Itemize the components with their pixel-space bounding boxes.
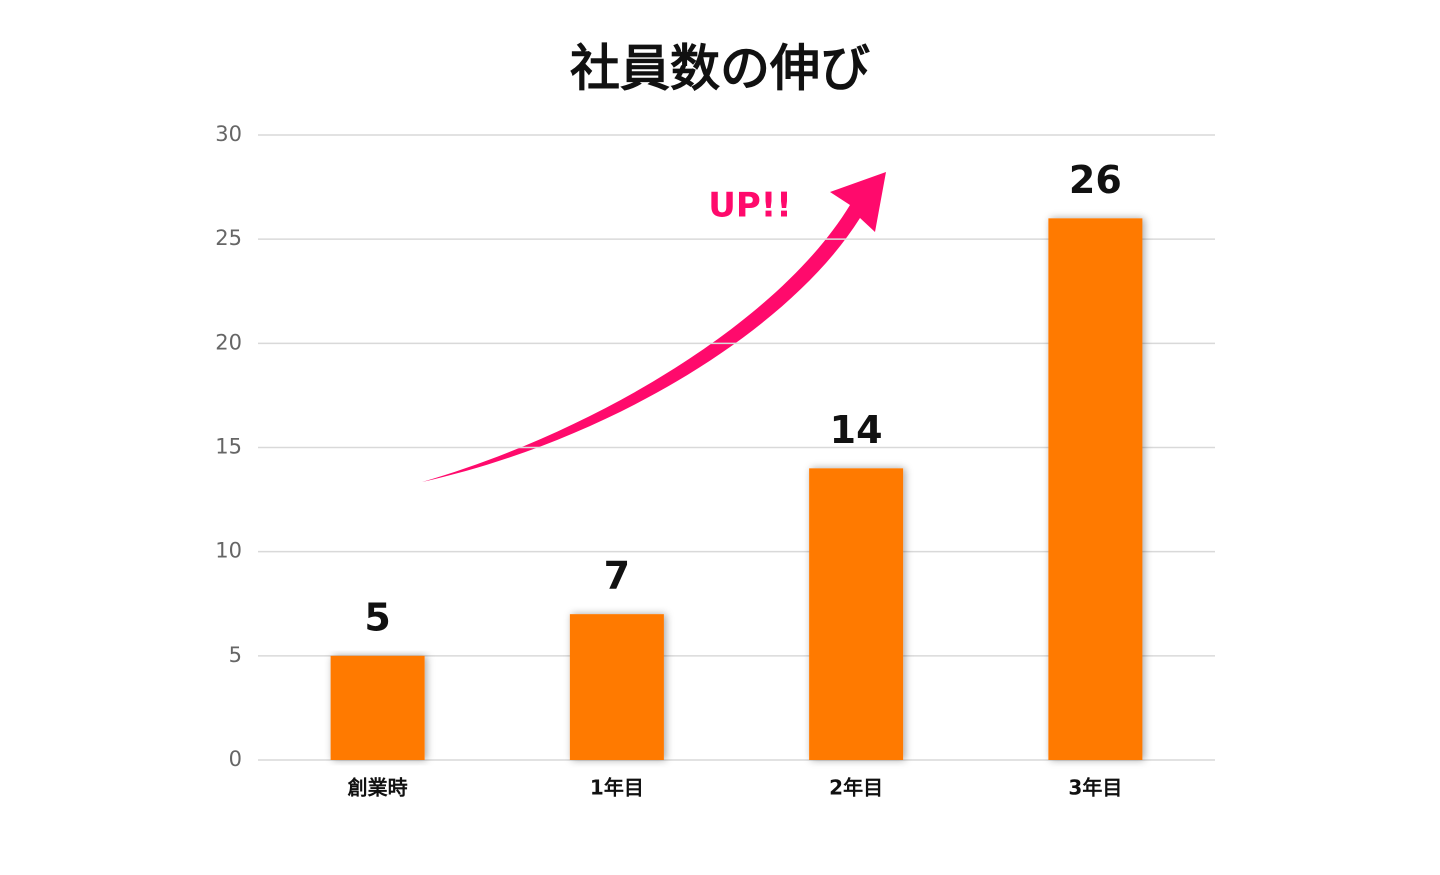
bar	[1048, 218, 1143, 761]
y-tick-label: 15	[215, 435, 242, 459]
y-tick-label: 10	[215, 539, 242, 563]
bar	[569, 614, 664, 760]
data-label: 14	[830, 408, 883, 452]
x-tick-label: 2年目	[829, 776, 883, 800]
x-tick-label: 1年目	[590, 776, 644, 800]
y-tick-label: 5	[229, 643, 242, 667]
x-tick-label: 3年目	[1068, 776, 1122, 800]
data-label: 7	[604, 554, 630, 598]
data-label: 26	[1069, 158, 1122, 202]
y-tick-label: 30	[215, 122, 242, 146]
bar	[809, 468, 904, 760]
chart-title: 社員数の伸び	[570, 40, 870, 98]
x-tick-label: 創業時	[347, 776, 408, 800]
bar	[330, 655, 425, 760]
data-label: 5	[364, 595, 390, 639]
y-tick-label: 25	[215, 226, 242, 250]
up-arrow	[422, 172, 886, 482]
annotation: UP!!	[708, 186, 792, 226]
y-tick-label: 20	[215, 330, 242, 354]
y-tick-label: 0	[229, 747, 242, 771]
